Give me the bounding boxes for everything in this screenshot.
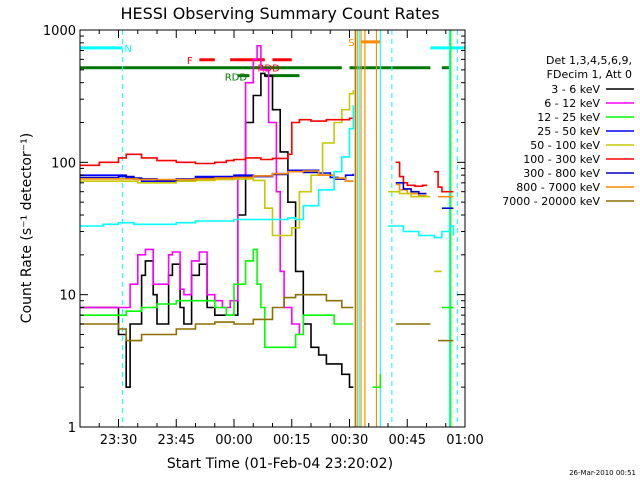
legend-label-3: 25 - 50 keV xyxy=(537,125,600,138)
legend-label-2: 12 - 25 keV xyxy=(537,111,600,124)
x-tick-label-0: 23:30 xyxy=(100,433,137,448)
x-tick-label-1: 23:45 xyxy=(158,433,195,448)
x-tick-label-3: 00:15 xyxy=(273,433,310,448)
legend-label-4: 50 - 100 keV xyxy=(530,139,600,152)
segment-line-1-0 xyxy=(395,161,428,187)
segment-line-3-0 xyxy=(395,182,427,195)
series-line-4 xyxy=(80,90,355,237)
x-axis-label: Start Time (01-Feb-04 23:20:02) xyxy=(167,456,393,472)
legend-label-0: 3 - 6 keV xyxy=(551,83,600,96)
legend-header-1: FDecim 1, Att 0 xyxy=(547,68,632,81)
legend-label-1: 6 - 12 keV xyxy=(544,97,600,110)
series-line-1 xyxy=(80,45,301,335)
flag-label-4: RDD xyxy=(225,72,248,83)
segment-line-2-0 xyxy=(395,183,427,197)
y-tick-label-3: 1000 xyxy=(43,24,76,39)
segment-line-6-0 xyxy=(372,374,382,388)
flag-label-1: S xyxy=(348,38,354,49)
legend-label-7: 800 - 7000 keV xyxy=(516,181,600,194)
segment-line-4-0 xyxy=(388,190,431,198)
legend-label-6: 300 - 800 keV xyxy=(523,167,600,180)
legend-label-8: 7000 - 20000 keV xyxy=(502,195,600,208)
series-line-5 xyxy=(80,117,354,167)
series-line-8 xyxy=(80,293,354,342)
y-tick-label-2: 100 xyxy=(51,156,76,171)
segment-line-1-1 xyxy=(434,170,454,193)
y-axis-label: Count Rate (s⁻¹ detector⁻¹) xyxy=(19,133,35,323)
legend: Det 1,3,4,5,6,9,FDecim 1, Att 0 3 - 6 keV… xyxy=(502,54,634,208)
axes: 23:30 23:45 00:00 00:15 00:30 00:45 01:00 1 10 10… xyxy=(43,24,484,448)
y-tick-label-1: 10 xyxy=(59,289,76,304)
flag-label-2: F xyxy=(187,56,193,67)
series-line-2 xyxy=(80,248,354,349)
x-tick-label-4: 00:30 xyxy=(331,433,368,448)
legend-header-0: Det 1,3,4,5,6,9, xyxy=(546,54,632,67)
segment-line-0-1 xyxy=(388,225,455,239)
chart-title: HESSI Observing Summary Count Rates xyxy=(120,4,439,23)
generation-timestamp: 26-Mar-2010 00:51 xyxy=(569,469,636,477)
x-tick-label-5: 00:45 xyxy=(389,433,426,448)
segment-line-0-0 xyxy=(80,105,355,227)
flag-label-0: N xyxy=(124,44,131,55)
x-tick-label-6: 01:00 xyxy=(446,433,483,448)
series-line-0 xyxy=(80,72,354,388)
x-tick-label-2: 00:00 xyxy=(215,433,252,448)
legend-label-5: 100 - 300 keV xyxy=(523,153,600,166)
y-tick-label-0: 1 xyxy=(68,421,76,436)
series-line-7 xyxy=(80,170,354,182)
